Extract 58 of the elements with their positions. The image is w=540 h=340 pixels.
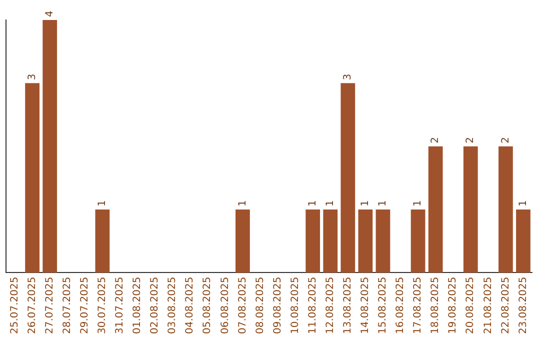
- x-tick-label: 17.08.2025: [412, 276, 424, 334]
- bar: [95, 210, 110, 273]
- data-label: 1: [324, 200, 336, 207]
- data-label: 3: [342, 74, 354, 80]
- data-label: 2: [430, 136, 442, 144]
- bar: [463, 146, 478, 273]
- bar: [498, 146, 513, 273]
- data-label: 4: [44, 10, 56, 17]
- data-label: 3: [26, 74, 38, 80]
- bar: [376, 210, 390, 273]
- bar: [428, 146, 443, 273]
- x-tick-label: 04.08.2025: [184, 276, 196, 334]
- x-tick-label: 20.08.2025: [465, 276, 476, 334]
- bar: [25, 83, 40, 273]
- data-label: 2: [465, 136, 476, 144]
- x-tick-label: 18.08.2025: [430, 276, 442, 334]
- x-tick-label: 02.08.2025: [150, 276, 161, 334]
- x-tick-label: 28.07.2025: [62, 276, 73, 334]
- x-tick-label: 15.08.2025: [378, 276, 389, 334]
- x-tick-label: 25.07.2025: [9, 276, 20, 334]
- bar: [323, 210, 338, 273]
- x-tick-label: 06.08.2025: [220, 276, 231, 334]
- x-tick-label: 26.07.2025: [26, 276, 38, 334]
- x-tick-label: 21.08.2025: [482, 276, 494, 334]
- x-tick-label: 19.08.2025: [448, 276, 459, 334]
- bar: [340, 83, 356, 273]
- bar: [516, 210, 530, 273]
- x-tick-label: 16.08.2025: [395, 276, 406, 334]
- x-tick-label: 14.08.2025: [360, 276, 372, 334]
- bar: [42, 20, 58, 273]
- x-tick-label: 05.08.2025: [202, 276, 214, 334]
- x-tick-label: 01.08.2025: [132, 276, 144, 334]
- x-tick-label: 11.08.2025: [307, 276, 318, 334]
- bar: [306, 210, 320, 273]
- x-tick-label: 08.08.2025: [254, 276, 266, 334]
- data-label: 1: [307, 200, 318, 207]
- data-label: 1: [360, 200, 372, 207]
- data-label: 1: [378, 200, 389, 207]
- data-label: 1: [518, 200, 529, 207]
- x-tick-label: 12.08.2025: [324, 276, 336, 334]
- x-tick-label: 29.07.2025: [79, 276, 90, 334]
- x-tick-label: 30.07.2025: [97, 276, 108, 334]
- x-tick-label: 22.08.2025: [500, 276, 512, 334]
- x-tick-label: 09.08.2025: [272, 276, 284, 334]
- bar: [410, 210, 426, 273]
- x-tick-label: 23.08.2025: [518, 276, 529, 334]
- x-tick-label: 03.08.2025: [167, 276, 178, 334]
- data-label: 1: [412, 200, 424, 207]
- bar: [236, 210, 250, 273]
- x-tick-label: 10.08.2025: [290, 276, 301, 334]
- x-tick-label: 13.08.2025: [342, 276, 354, 334]
- x-tick-label: 31.07.2025: [114, 276, 126, 334]
- x-tick-label: 07.08.2025: [237, 276, 248, 334]
- data-label: 2: [500, 136, 512, 144]
- bar: [358, 210, 373, 273]
- data-label: 1: [237, 200, 248, 207]
- x-tick-label: 27.07.2025: [44, 276, 56, 334]
- data-label: 1: [97, 200, 108, 207]
